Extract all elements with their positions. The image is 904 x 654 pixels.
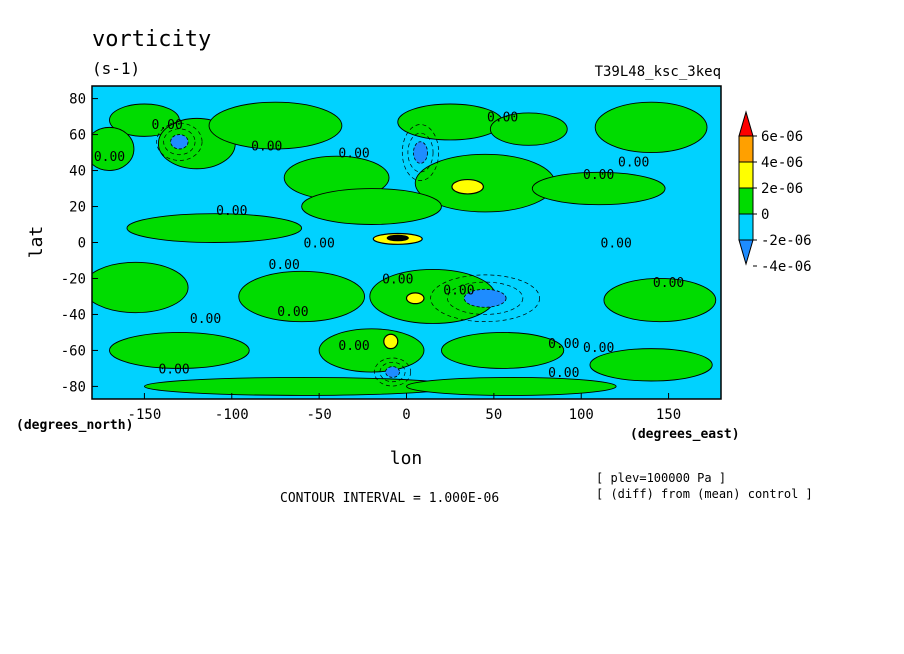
diff-note: [ (diff) from (mean) control ] bbox=[596, 487, 813, 501]
y-tick-label: -40 bbox=[61, 307, 86, 323]
contour-regions bbox=[92, 101, 717, 396]
y-axis-ticks: -80 -60 -40 -20 0 20 40 60 80 bbox=[61, 92, 98, 395]
negative-contour-line bbox=[447, 281, 524, 315]
colorbar-label: 6e-06 bbox=[761, 129, 803, 145]
contour-label: 0.00 bbox=[338, 147, 369, 162]
contour-label: 0.00 bbox=[338, 339, 369, 354]
positive-region bbox=[589, 348, 713, 382]
positive-region bbox=[109, 103, 180, 137]
contour-label: 0.00 bbox=[653, 276, 684, 291]
colorbar-label: 0 bbox=[761, 207, 769, 223]
negative-contour-line bbox=[407, 132, 434, 173]
contour-label: 0.00 bbox=[548, 337, 579, 352]
y-tick-label: 60 bbox=[69, 128, 86, 144]
positive-region bbox=[489, 112, 568, 146]
colorbar-label: 4e-06 bbox=[761, 155, 803, 171]
positive-region bbox=[208, 101, 343, 150]
negative-contour-line bbox=[156, 122, 203, 161]
positive-region bbox=[594, 101, 708, 154]
y-tick-label: 0 bbox=[78, 236, 86, 252]
negative-region bbox=[413, 141, 428, 164]
colorbar-label: -2e-06 bbox=[761, 233, 812, 249]
colorbar: 6e-06 4e-06 2e-06 0 -2e-06 -4e-06 bbox=[738, 110, 812, 275]
x-tick-label: 150 bbox=[656, 407, 681, 423]
contour-label: 0.00 bbox=[158, 362, 189, 377]
plot-area bbox=[92, 86, 721, 399]
contour-labels: 0.000.000.00 0.000.000.000.000.000.000.00… bbox=[94, 111, 684, 381]
contour-label: 0.00 bbox=[382, 272, 413, 287]
negative-region bbox=[385, 366, 400, 378]
contour-label: 0.00 bbox=[277, 305, 308, 320]
contour-label: 0.00 bbox=[303, 237, 334, 252]
x-axis-label: lon bbox=[390, 448, 423, 469]
positive-region bbox=[440, 331, 565, 369]
colorbar-segment bbox=[738, 161, 754, 189]
colorbar-segment bbox=[738, 213, 754, 241]
contour-label: 0.00 bbox=[251, 139, 282, 154]
negative-region bbox=[463, 288, 507, 308]
dataset-label: T39L48_ksc_3keq bbox=[595, 64, 721, 80]
negative-contour-lines bbox=[156, 122, 540, 387]
chart-title: vorticity bbox=[92, 27, 211, 52]
negative-contour-line bbox=[163, 128, 196, 156]
positive-region bbox=[406, 376, 617, 396]
contour-label: 0.00 bbox=[601, 237, 632, 252]
positive-region bbox=[451, 178, 484, 195]
positive-region bbox=[603, 278, 717, 323]
y-tick-label: -80 bbox=[61, 379, 86, 395]
contour-label: 0.00 bbox=[487, 111, 518, 126]
x-tick-label: 50 bbox=[485, 407, 502, 423]
chart-subtitle: (s-1) bbox=[92, 59, 140, 78]
x-tick-label: -100 bbox=[215, 407, 249, 423]
contour-interval-note: CONTOUR INTERVAL = 1.000E-06 bbox=[280, 491, 499, 506]
x-axis-units: (degrees_east) bbox=[630, 427, 740, 442]
positive-region bbox=[238, 270, 366, 323]
colorbar-segment bbox=[738, 187, 754, 215]
x-tick-label: -50 bbox=[306, 407, 331, 423]
positive-region bbox=[531, 171, 666, 206]
contour-label: 0.00 bbox=[151, 118, 182, 133]
y-tick-label: 80 bbox=[69, 92, 86, 108]
contour-label: 0.00 bbox=[583, 341, 614, 356]
plev-note: [ plev=100000 Pa ] bbox=[596, 471, 726, 485]
y-axis-label: lat bbox=[26, 226, 47, 259]
negative-region bbox=[170, 134, 189, 150]
contour-label: 0.00 bbox=[548, 366, 579, 381]
negative-contour-line bbox=[374, 357, 412, 387]
contour-label: 0.00 bbox=[583, 168, 614, 183]
positive-region bbox=[386, 234, 409, 242]
x-tick-label: 0 bbox=[402, 407, 410, 423]
colorbar-label: 2e-06 bbox=[761, 181, 803, 197]
contour-label: 0.00 bbox=[443, 283, 474, 298]
colorbar-segment bbox=[738, 135, 754, 163]
contour-label: 0.00 bbox=[269, 258, 300, 273]
colorbar-top-arrow bbox=[738, 110, 754, 137]
x-tick-label: -150 bbox=[128, 407, 162, 423]
y-tick-label: 40 bbox=[69, 164, 86, 180]
colorbar-bottom-arrow bbox=[738, 239, 754, 266]
positive-region bbox=[301, 188, 442, 225]
positive-region bbox=[383, 333, 399, 350]
x-tick-label: 100 bbox=[569, 407, 594, 423]
contour-label: 0.00 bbox=[216, 204, 247, 219]
x-axis-ticks: -150 -100 -50 0 50 100 150 bbox=[128, 393, 681, 423]
contour-label: 0.00 bbox=[94, 150, 125, 165]
positive-region bbox=[126, 213, 303, 243]
y-tick-label: -60 bbox=[61, 343, 86, 359]
y-tick-label: 20 bbox=[69, 200, 86, 216]
negative-contour-line bbox=[430, 274, 540, 322]
negative-contour-line bbox=[379, 361, 406, 383]
negative-contour-line bbox=[401, 124, 439, 181]
positive-region bbox=[405, 292, 425, 305]
y-axis-units: (degrees_north) bbox=[16, 418, 133, 433]
contour-label: 0.00 bbox=[618, 156, 649, 171]
positive-region bbox=[92, 126, 135, 171]
positive-region bbox=[92, 261, 189, 314]
contour-label: 0.00 bbox=[190, 312, 221, 327]
positive-region bbox=[109, 331, 250, 369]
y-tick-label: -20 bbox=[61, 271, 86, 287]
colorbar-label: -4e-06 bbox=[761, 259, 812, 275]
